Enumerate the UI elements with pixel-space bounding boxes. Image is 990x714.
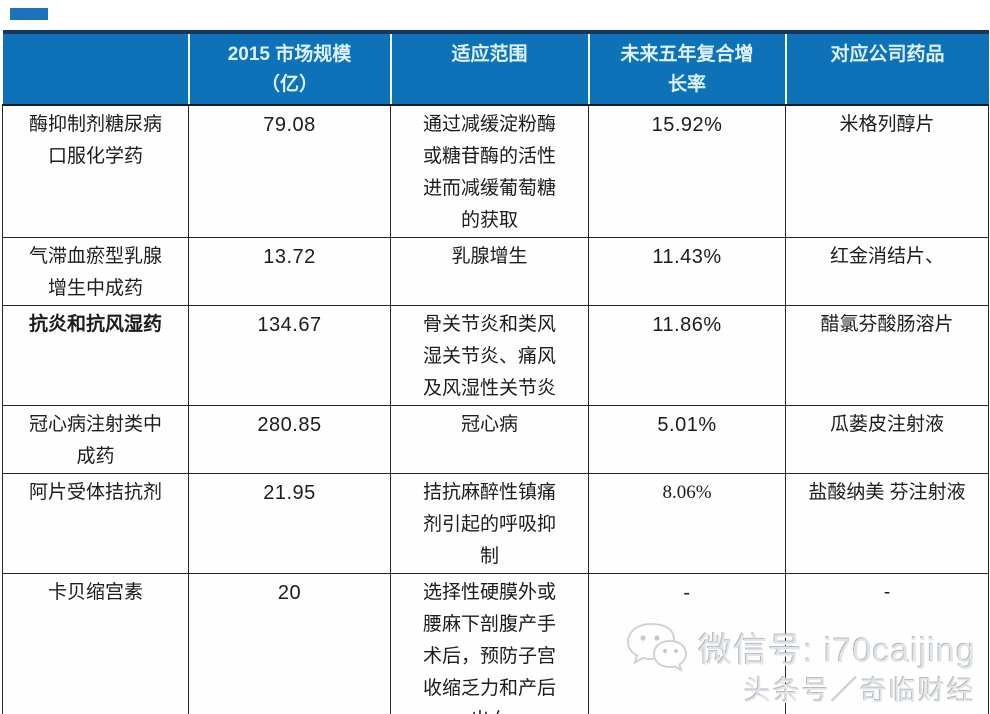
market-size-cell: 13.72 bbox=[188, 237, 391, 306]
market-size-cell: 20 bbox=[188, 573, 391, 714]
table-header: 2015 市场规模（亿） 适应范围 未来五年复合增长率 对应公司药品 bbox=[2, 32, 989, 106]
category-cell: 阿片受体拮抗剂 bbox=[2, 473, 189, 574]
cagr-cell: 11.43% bbox=[588, 237, 786, 306]
category-cell: 卡贝缩宫素 bbox=[2, 573, 189, 714]
table-row: 阿片受体拮抗剂 21.95 拮抗麻醉性镇痛剂引起的呼吸抑制 8.06% 盐酸纳美… bbox=[2, 473, 989, 574]
table-row: 气滞血瘀型乳腺增生中成药 13.72 乳腺增生 11.43% 红金消结片、 bbox=[2, 237, 989, 306]
market-size-cell: 134.67 bbox=[188, 305, 391, 406]
cagr-cell: 5.01% bbox=[588, 405, 786, 474]
products-cell: 醋氯芬酸肠溶片 bbox=[785, 305, 989, 406]
cagr-cell: 15.92% bbox=[588, 104, 786, 238]
products-cell: 红金消结片、 bbox=[785, 237, 989, 306]
drug-market-table: 2015 市场规模（亿） 适应范围 未来五年复合增长率 对应公司药品 酶抑制剂糖… bbox=[2, 30, 989, 714]
indication-cell: 选择性硬膜外或腰麻下剖腹产手术后，预防子宫收缩乏力和产后出血 bbox=[390, 573, 589, 714]
category-cell: 抗炎和抗风湿药 bbox=[2, 305, 189, 406]
table-row: 酶抑制剂糖尿病口服化学药 79.08 通过减缓淀粉酶或糖苷酶的活性进而减缓葡萄糖… bbox=[2, 104, 989, 238]
category-cell: 冠心病注射类中成药 bbox=[2, 405, 189, 474]
indication-cell: 乳腺增生 bbox=[390, 237, 589, 306]
cagr-cell: 8.06% bbox=[588, 473, 786, 574]
cagr-cell: 11.86% bbox=[588, 305, 786, 406]
products-cell: 米格列醇片 bbox=[785, 104, 989, 238]
products-cell: - bbox=[785, 573, 989, 714]
category-cell: 酶抑制剂糖尿病口服化学药 bbox=[2, 104, 189, 238]
indication-cell: 骨关节炎和类风湿关节炎、痛风及风湿性关节炎 bbox=[390, 305, 589, 406]
header-category bbox=[2, 32, 189, 106]
table-row: 卡贝缩宫素 20 选择性硬膜外或腰麻下剖腹产手术后，预防子宫收缩乏力和产后出血 … bbox=[2, 573, 989, 714]
header-products: 对应公司药品 bbox=[784, 32, 989, 106]
products-cell: 盐酸纳美 芬注射液 bbox=[785, 473, 989, 574]
corner-marker bbox=[10, 8, 48, 20]
indication-cell: 拮抗麻醉性镇痛剂引起的呼吸抑制 bbox=[390, 473, 589, 574]
table-row: 抗炎和抗风湿药 134.67 骨关节炎和类风湿关节炎、痛风及风湿性关节炎 11.… bbox=[2, 305, 989, 406]
market-size-cell: 21.95 bbox=[188, 473, 391, 574]
header-market-size: 2015 市场规模（亿） bbox=[187, 32, 391, 106]
table-row: 冠心病注射类中成药 280.85 冠心病 5.01% 瓜蒌皮注射液 bbox=[2, 405, 989, 474]
cagr-cell: - bbox=[588, 573, 786, 714]
indication-cell: 冠心病 bbox=[390, 405, 589, 474]
products-cell: 瓜蒌皮注射液 bbox=[785, 405, 989, 474]
market-size-cell: 79.08 bbox=[188, 104, 391, 238]
header-indication: 适应范围 bbox=[389, 32, 589, 106]
category-cell: 气滞血瘀型乳腺增生中成药 bbox=[2, 237, 189, 306]
indication-cell: 通过减缓淀粉酶或糖苷酶的活性进而减缓葡萄糖的获取 bbox=[390, 104, 589, 238]
market-size-cell: 280.85 bbox=[188, 405, 391, 474]
header-cagr: 未来五年复合增长率 bbox=[587, 32, 786, 106]
